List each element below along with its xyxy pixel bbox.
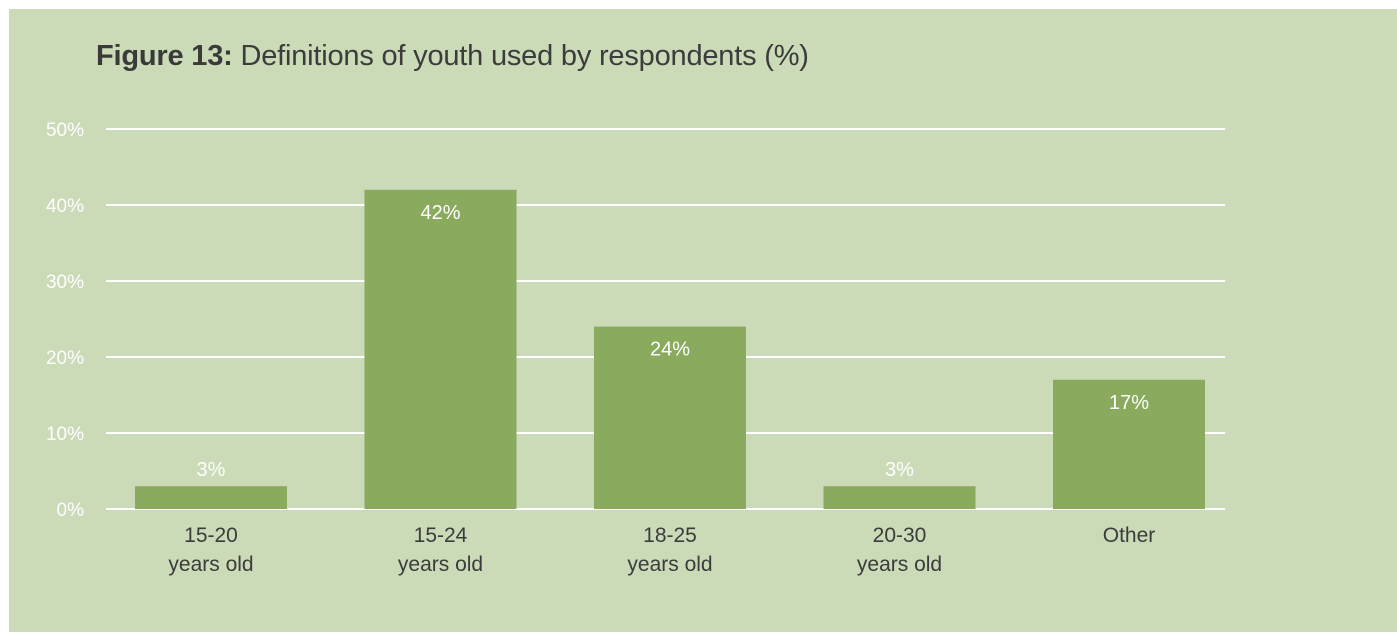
bar-4 bbox=[1053, 379, 1205, 509]
category-label: years old bbox=[857, 553, 942, 576]
data-label: 17% bbox=[1109, 392, 1149, 414]
category-label: 15-24 bbox=[414, 524, 468, 547]
y-tick-label: 0% bbox=[57, 500, 85, 521]
y-tick-label: 40% bbox=[46, 196, 84, 217]
figure-number: Figure 13: bbox=[96, 40, 233, 72]
gridlines bbox=[106, 128, 1225, 510]
figure-title: Figure 13: Definitions of youth used by … bbox=[96, 40, 809, 73]
category-label: years old bbox=[398, 553, 483, 576]
category-label: 20-30 bbox=[873, 524, 927, 547]
data-label: 42% bbox=[420, 202, 460, 224]
data-label: 3% bbox=[197, 459, 226, 481]
bar-2 bbox=[594, 326, 746, 509]
bar-0 bbox=[135, 486, 287, 509]
category-label: years old bbox=[627, 553, 712, 576]
figure-caption: Definitions of youth used by respondents… bbox=[232, 40, 809, 72]
bar-1 bbox=[364, 189, 517, 510]
data-label: 3% bbox=[885, 459, 914, 481]
bar-3 bbox=[823, 486, 976, 509]
category-label: 15-20 bbox=[184, 524, 238, 547]
y-tick-label: 50% bbox=[46, 120, 84, 141]
bars bbox=[135, 189, 1205, 510]
y-tick-label: 10% bbox=[46, 424, 84, 445]
category-label: Other bbox=[1103, 524, 1156, 547]
data-labels: 3% 42% 24% 3% 17% bbox=[197, 202, 1150, 481]
y-tick-label: 30% bbox=[46, 272, 84, 293]
y-axis-tick-labels: 0% 10% 20% 30% 40% 50% bbox=[46, 120, 84, 521]
figure-panel bbox=[9, 9, 1397, 632]
category-label: years old bbox=[168, 553, 253, 576]
x-axis-category-labels: 15-20 years old 15-24 years old 18-25 years o… bbox=[168, 524, 1155, 576]
category-label: 18-25 bbox=[643, 524, 697, 547]
y-tick-label: 20% bbox=[46, 348, 84, 369]
data-label: 24% bbox=[650, 339, 690, 361]
